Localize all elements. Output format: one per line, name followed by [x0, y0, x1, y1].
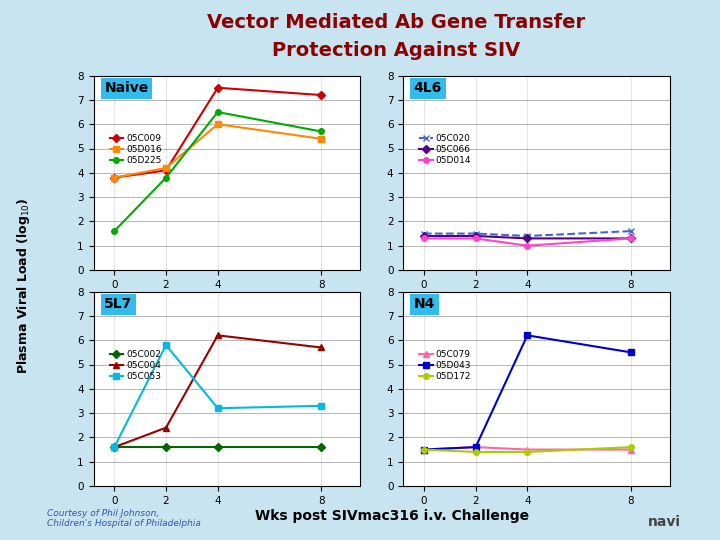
05D043 — [420, 446, 428, 453]
05D014 — [523, 242, 531, 249]
05C009 — [110, 174, 119, 181]
Line: 05D043: 05D043 — [421, 333, 634, 453]
05D043 — [472, 444, 480, 450]
Text: N4: N4 — [414, 298, 435, 312]
Line: 05C079: 05C079 — [421, 444, 634, 453]
05D225 — [213, 109, 222, 116]
Line: 05D225: 05D225 — [112, 109, 324, 234]
05D016 — [110, 174, 119, 181]
05C066 — [626, 235, 635, 242]
05C020 — [523, 233, 531, 239]
05C009 — [317, 92, 325, 98]
05C002 — [317, 444, 325, 450]
05C053 — [110, 444, 119, 450]
05C079 — [472, 444, 480, 450]
Text: Plasma Viral Load (log$_{10}$): Plasma Viral Load (log$_{10}$) — [14, 198, 32, 374]
Text: Wks post SIVmac316 i.v. Challenge: Wks post SIVmac316 i.v. Challenge — [256, 509, 529, 523]
05C066 — [523, 235, 531, 242]
05C002 — [213, 444, 222, 450]
05D043 — [523, 332, 531, 339]
Text: 4L6: 4L6 — [414, 82, 442, 96]
Line: 05C053: 05C053 — [112, 342, 324, 450]
Line: 05C002: 05C002 — [112, 444, 324, 450]
Text: Naive: Naive — [104, 82, 148, 96]
Text: navi: navi — [647, 515, 680, 529]
Text: Protection Against SIV: Protection Against SIV — [272, 40, 520, 59]
Line: 05C020: 05C020 — [421, 228, 634, 239]
05C079 — [420, 446, 428, 453]
05D172 — [420, 446, 428, 453]
Line: 05C066: 05C066 — [421, 233, 634, 241]
05D014 — [420, 235, 428, 242]
05D016 — [162, 165, 171, 171]
05D014 — [472, 235, 480, 242]
Legend: 05C002, 05C004, 05C053: 05C002, 05C004, 05C053 — [106, 347, 165, 384]
05D016 — [317, 136, 325, 142]
05C020 — [626, 228, 635, 234]
05C079 — [523, 446, 531, 453]
Line: 05D016: 05D016 — [112, 122, 324, 180]
Line: 05D172: 05D172 — [421, 444, 634, 455]
Line: 05C009: 05C009 — [112, 85, 324, 180]
05C079 — [626, 446, 635, 453]
05C009 — [213, 84, 222, 91]
05D014 — [626, 235, 635, 242]
05D043 — [626, 349, 635, 356]
05C004 — [162, 424, 171, 431]
Line: 05D014: 05D014 — [421, 235, 634, 248]
05C053 — [162, 342, 171, 348]
05C020 — [420, 230, 428, 237]
05D225 — [110, 228, 119, 234]
05D225 — [162, 174, 171, 181]
05D225 — [317, 128, 325, 134]
05C004 — [110, 444, 119, 450]
05D016 — [213, 121, 222, 127]
05C053 — [213, 405, 222, 411]
Text: Courtesy of Phil Johnson,
Children's Hospital of Philadelphia: Courtesy of Phil Johnson, Children's Hos… — [47, 509, 201, 528]
Legend: 05C009, 05D016, 05D225: 05C009, 05D016, 05D225 — [106, 131, 165, 168]
05D172 — [472, 449, 480, 455]
05C020 — [472, 230, 480, 237]
Legend: 05C020, 05C066, 05D014: 05C020, 05C066, 05D014 — [415, 131, 474, 168]
05C009 — [162, 167, 171, 174]
05D172 — [523, 449, 531, 455]
05C002 — [162, 444, 171, 450]
05C002 — [110, 444, 119, 450]
05C053 — [317, 403, 325, 409]
Legend: 05C079, 05D043, 05D172: 05C079, 05D043, 05D172 — [415, 347, 474, 384]
05C004 — [213, 332, 222, 339]
05C066 — [472, 233, 480, 239]
Text: Vector Mediated Ab Gene Transfer: Vector Mediated Ab Gene Transfer — [207, 14, 585, 32]
05D172 — [626, 444, 635, 450]
Text: 5L7: 5L7 — [104, 298, 132, 312]
05C004 — [317, 345, 325, 351]
Line: 05C004: 05C004 — [112, 333, 324, 450]
05C066 — [420, 233, 428, 239]
